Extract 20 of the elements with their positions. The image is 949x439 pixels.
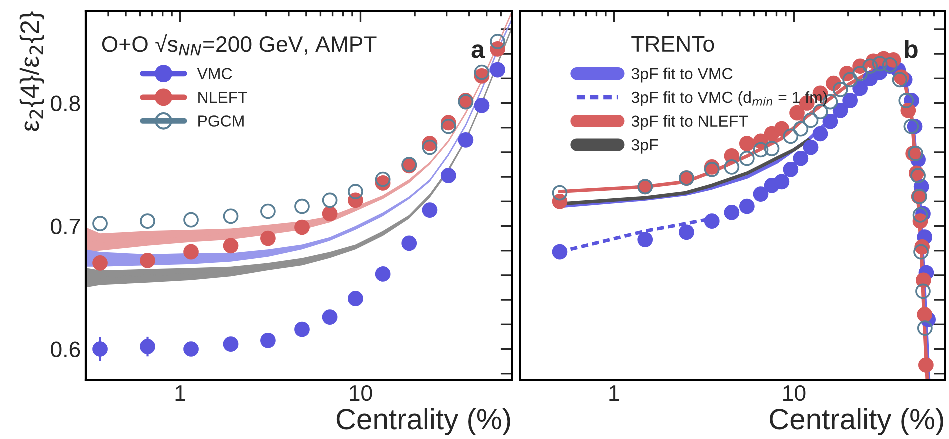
y-tick-label: 0.6 — [51, 342, 80, 358]
x-axis-title: Centrality (%) — [770, 408, 944, 436]
x-tick-label: 1 — [176, 386, 186, 401]
x-tick-label: 1 — [610, 386, 620, 401]
annotation: b — [905, 40, 918, 58]
y-tick-label: 0.8 — [51, 96, 80, 112]
y-axis-title: ε$_{2}${4}/ε$_{2}${2} — [20, 12, 44, 132]
legend-label: 3pF fit to NLEFT — [632, 115, 748, 130]
legend-label: 3pF — [632, 139, 658, 154]
annotation: TRENTo — [632, 36, 714, 52]
x-axis-title: Centrality (%) — [336, 408, 510, 436]
legend-label: PGCM — [198, 116, 244, 127]
annotation: O+O √s$_{NN}$=200 GeV, AMPT — [102, 34, 377, 56]
y-tick-label: 0.7 — [51, 218, 80, 235]
legend-label: 3pF fit to VMC — [632, 68, 733, 83]
x-tick-label: 10 — [350, 385, 372, 402]
x-tick-label: 10 — [784, 385, 806, 402]
annotation: a — [472, 44, 486, 58]
legend-label: NLEFT — [198, 92, 248, 104]
legend-label: VMC — [197, 68, 232, 80]
